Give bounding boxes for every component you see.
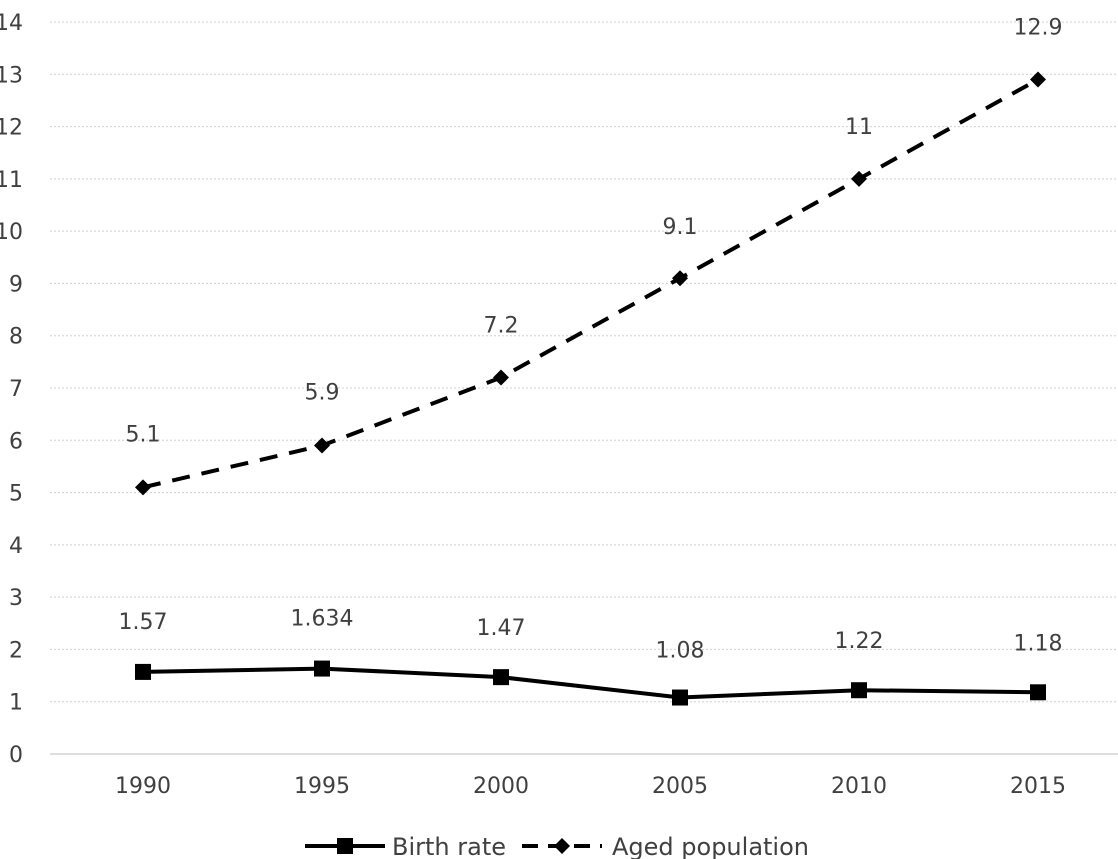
y-tick-label: 1 bbox=[9, 691, 23, 716]
x-tick-label: 1990 bbox=[115, 774, 171, 799]
y-tick-label: 14 bbox=[0, 11, 23, 36]
x-tick-label: 2015 bbox=[1010, 774, 1066, 799]
y-tick-label: 8 bbox=[9, 325, 23, 350]
y-tick-label: 9 bbox=[9, 272, 23, 297]
birth-rate-point bbox=[314, 660, 330, 677]
aged-population-line bbox=[142, 77, 1039, 490]
y-tick-label: 10 bbox=[0, 220, 23, 245]
aged-population-data-label: 7.2 bbox=[484, 314, 519, 339]
aged-population-data-label: 5.1 bbox=[126, 422, 161, 447]
series-lines bbox=[135, 71, 1046, 706]
x-axis-tick-labels: 1990 1995 2000 2005 2010 2015 bbox=[115, 774, 1066, 799]
legend-marker-aged-population bbox=[554, 838, 570, 854]
legend-label: Birth rate bbox=[392, 833, 506, 859]
birth-rate-line bbox=[142, 666, 1039, 700]
aged-population-point bbox=[672, 270, 688, 287]
legend-label: Aged population bbox=[612, 833, 809, 859]
aged-population-point bbox=[851, 170, 867, 187]
y-tick-label: 3 bbox=[9, 586, 23, 611]
birth-rate-data-label: 1.18 bbox=[1014, 631, 1063, 656]
y-tick-label: 4 bbox=[9, 534, 23, 559]
y-tick-label: 7 bbox=[9, 377, 23, 402]
legend: Birth rate Aged population bbox=[305, 833, 809, 859]
legend-item-birth-rate: Birth rate bbox=[305, 833, 506, 859]
birth-rate-point bbox=[672, 689, 688, 706]
aged-population-point bbox=[493, 369, 509, 386]
y-tick-label: 11 bbox=[0, 168, 23, 193]
y-tick-label: 13 bbox=[0, 63, 23, 88]
birth-rate-point bbox=[851, 682, 867, 699]
x-tick-label: 2010 bbox=[831, 774, 887, 799]
y-tick-label: 0 bbox=[9, 743, 23, 768]
aged-population-data-label: 5.9 bbox=[305, 381, 340, 406]
birth-rate-data-label: 1.08 bbox=[656, 639, 705, 664]
birth-rate-point bbox=[1030, 684, 1046, 701]
aged-population-point bbox=[1030, 71, 1046, 88]
birth-rate-data-label: 1.634 bbox=[291, 607, 354, 632]
legend-marker-birth-rate bbox=[337, 838, 353, 854]
data-labels: 1.57 1.634 1.47 1.08 1.22 1.18 5.1 5.9 7.2 9.1 11 1… bbox=[119, 16, 1063, 664]
legend-item-aged-population: Aged population bbox=[522, 833, 809, 859]
x-tick-label: 2000 bbox=[473, 774, 529, 799]
aged-population-point bbox=[314, 437, 330, 454]
gridlines bbox=[50, 21, 1118, 755]
birth-rate-point bbox=[135, 663, 151, 680]
y-tick-label: 6 bbox=[9, 429, 23, 454]
aged-population-data-label: 9.1 bbox=[663, 215, 698, 240]
y-tick-label: 12 bbox=[0, 116, 23, 141]
birth-rate-data-label: 1.22 bbox=[835, 629, 884, 654]
x-tick-label: 2005 bbox=[652, 774, 708, 799]
birth-rate-data-label: 1.57 bbox=[119, 610, 168, 635]
birth-rate-data-label: 1.47 bbox=[477, 616, 526, 641]
aged-population-data-label: 11 bbox=[845, 115, 873, 140]
y-tick-label: 2 bbox=[9, 638, 23, 663]
aged-population-point bbox=[135, 479, 151, 496]
aged-population-data-label: 12.9 bbox=[1014, 16, 1063, 41]
birth-rate-point bbox=[493, 669, 509, 686]
y-tick-label: 5 bbox=[9, 482, 23, 507]
x-tick-label: 1995 bbox=[294, 774, 350, 799]
